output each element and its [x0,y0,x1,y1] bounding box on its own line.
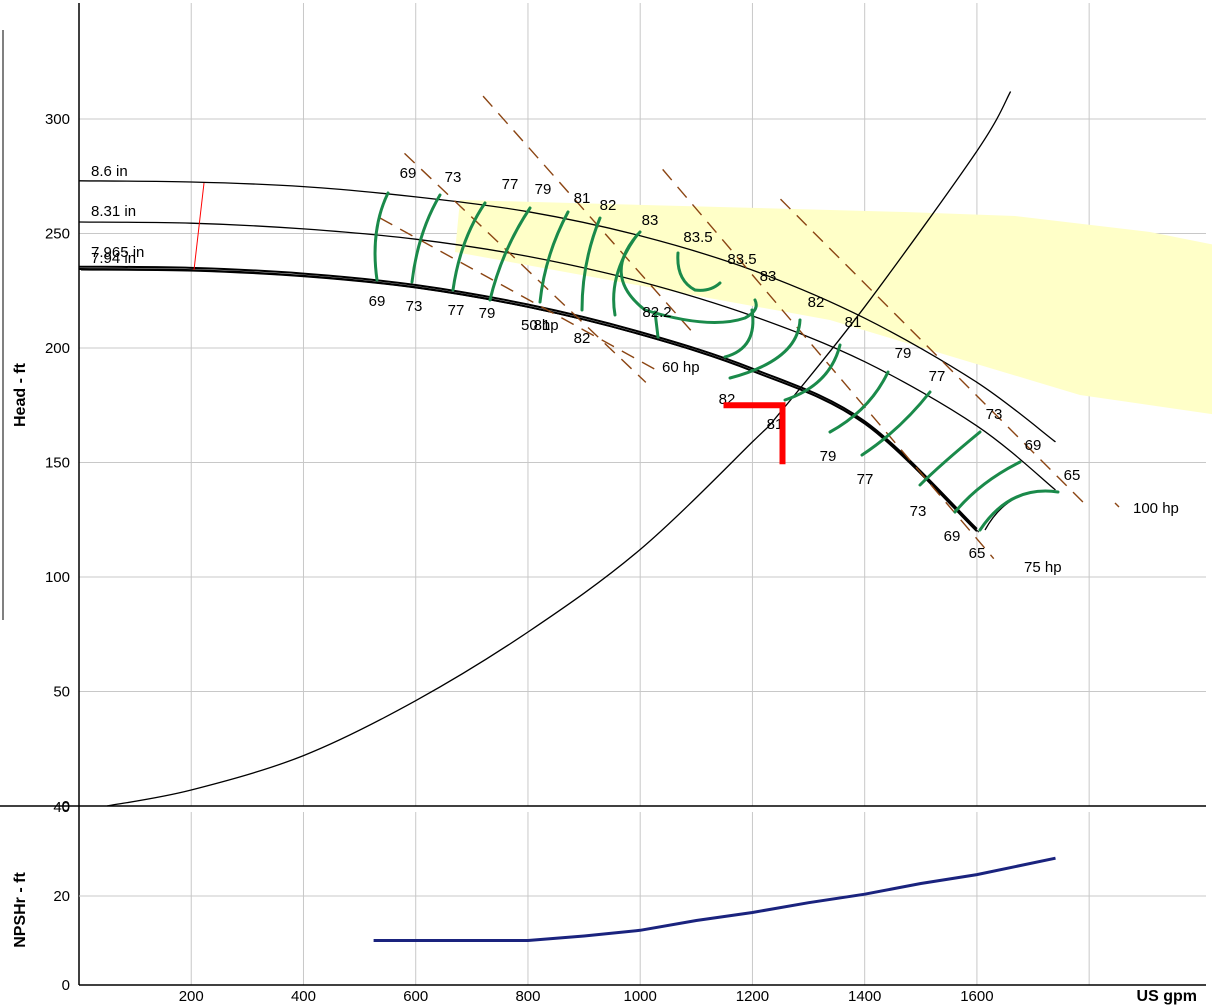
efficiency-contour [978,489,1060,532]
power-label: 75 hp [1024,559,1062,576]
efficiency-label-bottom: 79 [820,448,837,465]
efficiency-label-bottom: 65 [969,545,986,562]
x-axis-label: US gpm [1137,988,1197,1005]
efficiency-label-bottom: 81 [767,416,784,433]
x-tick-label: 400 [291,988,316,1005]
impeller-curve [78,180,1056,443]
efficiency-contour [488,206,532,302]
power-line [379,217,661,373]
efficiency-label-top: 73 [445,169,462,186]
power-line [1114,502,1120,508]
efficiency-contour [828,370,890,434]
impeller-label: 8.31 in [91,203,136,220]
efficiency-label-top: 77 [929,368,946,385]
y-tick-label: 50 [53,684,70,701]
impeller-curve [80,269,980,533]
efficiency-label-bottom: 73 [406,298,423,315]
efficiency-label-bottom: 81 [534,317,551,334]
efficiency-label-top: 69 [1025,437,1042,454]
y-tick-label: 100 [45,569,70,586]
efficiency-label-bottom: 77 [857,471,874,488]
efficiency-contour [653,310,660,339]
npshr-curve [373,856,1056,942]
efficiency-label-bottom: 82 [574,330,591,347]
efficiency-label-bottom: 79 [479,305,496,322]
x-tick-label: 1200 [736,988,769,1005]
efficiency-label-bottom: 69 [944,528,961,545]
y-tick-label: 300 [45,111,70,128]
y-tick-label: 20 [53,888,70,905]
efficiency-label-bottom: 77 [448,302,465,319]
power-line [780,198,1090,509]
efficiency-label-top: 79 [895,345,912,362]
efficiency-label-top: 83 [642,212,659,229]
efficiency-label-bottom: 82.2 [642,304,671,321]
system-curve [106,91,1012,807]
efficiency-label-top: 82 [600,197,617,214]
y-tick-label: 0 [62,977,70,994]
power-line [662,168,995,560]
efficiency-contour [953,460,1022,514]
efficiency-label-top: 77 [502,176,519,193]
head-axis-label: Head - ft [12,362,29,427]
efficiency-contour [728,318,802,380]
x-tick-label: 1600 [960,988,993,1005]
efficiency-contour [676,251,722,292]
impeller-curve [78,265,978,530]
power-label: 50 hp [521,317,559,334]
power-line [482,95,697,338]
efficiency-label-top: 81 [574,190,591,207]
y-tick-label: 250 [45,226,70,243]
head-plot: 0501001502002503008.6 in8.31 in7.965 in7… [0,3,1212,985]
efficiency-label-top: 73 [986,406,1003,423]
npsh-axis-label: NPSHr - ft [12,872,29,948]
efficiency-label-bottom: 69 [369,293,386,310]
efficiency-contour [538,210,570,304]
npsh-plot: 0 20 40 200 400 600 800 1000 1200 1400 1600 [53,799,1206,1005]
efficiency-contour [373,191,390,282]
efficiency-label-top: 69 [400,165,417,182]
efficiency-contour [580,216,602,312]
impeller-label: 7.965 in [91,244,144,261]
power-line [404,152,647,383]
efficiency-contour [410,193,442,284]
preferred-operating-region [455,200,1212,415]
y-tick-label: 40 [53,799,70,816]
efficiency-label-top: 82 [808,294,825,311]
efficiency-label-top: 83 [760,268,777,285]
impeller-label: 7.94 in [91,250,136,267]
y-tick-label: 200 [45,340,70,357]
efficiency-label-top: 81 [845,314,862,331]
efficiency-label-bottom: 73 [910,503,927,520]
x-tick-label: 1000 [624,988,657,1005]
x-tick-label: 600 [403,988,428,1005]
power-label: 60 hp [662,359,700,376]
efficiency-contour [783,343,842,402]
impeller-curve [78,221,1056,491]
efficiency-label-top: 65 [1064,467,1081,484]
efficiency-label-top: 79 [535,181,552,198]
efficiency-contour [860,390,932,457]
efficiency-contour [918,430,982,487]
y-tick-label: 150 [45,455,70,472]
efficiency-contour [451,201,487,292]
efficiency-contour [723,308,755,359]
efficiency-label-top: 83.5 [683,229,712,246]
x-tick-label: 800 [515,988,540,1005]
trim-indicator-line [193,182,205,271]
impeller-label: 8.6 in [91,163,128,180]
x-tick-label: 200 [179,988,204,1005]
power-label: 100 hp [1133,500,1179,517]
x-tick-label: 1400 [848,988,881,1005]
efficiency-label-top: 83.5 [727,251,756,268]
